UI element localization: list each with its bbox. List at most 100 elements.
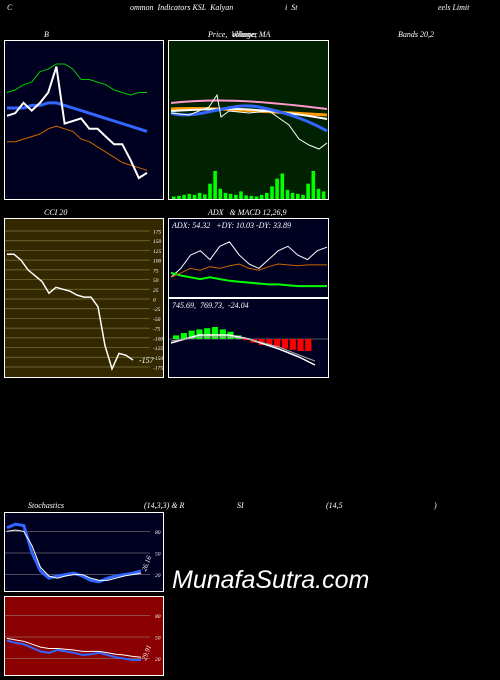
tick-label: 50	[155, 552, 161, 558]
stoch-last-label: 26.16	[140, 554, 153, 572]
bollinger-label: B	[44, 30, 49, 39]
tick-label: 50	[155, 636, 161, 642]
volume-bar	[234, 194, 238, 199]
macd-bar	[173, 335, 180, 339]
volume-bar	[228, 193, 233, 199]
volume-bar	[311, 171, 316, 199]
cci-tick-label: 100	[153, 259, 162, 265]
watermark: MunafaSutra.com	[172, 566, 370, 594]
macd-readout: 745.69, 769.73, -24.04	[172, 301, 249, 310]
title-part-1: C	[7, 3, 13, 12]
macd-bar	[297, 339, 304, 351]
cci-tick-label: 175	[153, 230, 162, 236]
stochastics-panel: 80 50 20 26.16	[4, 512, 164, 592]
cci-last-label: -157	[139, 356, 155, 365]
volume-bar	[259, 194, 264, 199]
macd-bar	[274, 339, 281, 348]
cci-tick-label: 75	[153, 268, 159, 274]
bollinger-panel	[4, 40, 164, 200]
title-part-2: ommon Indicators KSL Kalyan	[130, 3, 234, 12]
volume-bar	[296, 193, 300, 199]
cci-tick-label: 150	[153, 239, 162, 245]
macd-bar	[180, 333, 187, 339]
volume-bar	[301, 194, 305, 199]
lower-band-line	[7, 125, 148, 171]
macd-bar	[196, 329, 203, 339]
macd-bar	[243, 339, 250, 341]
macd-bar	[281, 339, 289, 349]
cci-grid: 175 150 125 100 75 50 25 0 -25 -50 -75 -100 -125 -150…	[5, 230, 163, 372]
rsi-paren-label: )	[434, 501, 437, 510]
rsi-panel: 80 50 20 29.91	[4, 596, 164, 676]
macd-bar	[266, 339, 273, 347]
price-volume-panel	[168, 40, 329, 200]
upper-band-line	[6, 63, 147, 96]
stoch-k-line	[6, 522, 142, 584]
volume-bar	[270, 186, 274, 199]
title-part-4: eels Limit	[438, 3, 470, 12]
volume-bar	[254, 196, 259, 199]
volume-bar	[192, 194, 197, 199]
minus-dy-line	[170, 263, 327, 278]
tick-label: 80	[155, 530, 161, 536]
price-ma-label: Price, Volume, MA	[208, 30, 271, 39]
adx-line	[170, 241, 328, 278]
volume-bar	[177, 195, 181, 199]
volume-bar	[182, 194, 186, 199]
volume-bar	[197, 192, 202, 199]
middle-band-line	[7, 101, 148, 133]
volume-bar	[187, 193, 192, 199]
cci-line	[7, 253, 134, 372]
tick-label: 80	[155, 614, 161, 620]
ma-white-line	[170, 107, 328, 120]
volume-bar	[306, 183, 310, 199]
volume-bar	[321, 191, 326, 199]
cci-chart: 175 150 125 100 75 50 25 0 -25 -50 -75 -100 -125 -150…	[5, 230, 163, 372]
bands-label: Bands 20,2	[398, 30, 434, 39]
cci-tick-label: -75	[153, 327, 161, 333]
rsi-line	[6, 639, 141, 661]
cci-tick-label: -50	[153, 317, 161, 323]
volume-bar	[316, 188, 321, 199]
volume-bar	[249, 195, 254, 199]
volume-bar	[203, 194, 207, 199]
plus-dy-line	[170, 271, 327, 288]
cci-tick-label: -125	[153, 346, 163, 352]
macd-bar	[204, 328, 211, 339]
stoch-label: Stochastics	[28, 501, 64, 510]
price-volume-chart	[170, 93, 328, 199]
adx-readout: ADX: 54.32 +DY: 10.03 -DY: 33.89	[172, 221, 292, 230]
cci-tick-label: 125	[153, 249, 162, 255]
macd-bar	[211, 327, 219, 339]
macd-bar	[305, 339, 312, 351]
price-overlay-label: ollinger	[232, 30, 258, 39]
volume-bar	[290, 192, 295, 199]
ma-pink-line	[170, 99, 328, 110]
adx-macd-label: ADX & MACD 12,26,9	[208, 208, 287, 217]
volume-bar	[265, 192, 269, 199]
signal-line	[170, 336, 316, 362]
cci-tick-label: -175	[153, 366, 163, 372]
rsi-chart: 80 50 20 29.91	[5, 614, 161, 663]
cci-tick-label: -100	[153, 336, 163, 342]
volume-bars	[172, 171, 326, 199]
volume-bar	[275, 178, 279, 199]
volume-bar	[239, 191, 243, 199]
cci-label: CCI 20	[44, 208, 68, 217]
title-part-3: i St	[285, 3, 298, 12]
volume-bar	[280, 173, 285, 199]
volume-bar	[172, 196, 176, 199]
volume-bar	[218, 188, 223, 199]
cci-tick-label: -150	[153, 356, 163, 362]
stoch-params-label: (14,3,3) & R	[144, 501, 185, 510]
cci-tick-label: 0	[153, 298, 156, 304]
cci-tick-label: 50	[153, 278, 159, 284]
adx-chart	[170, 241, 328, 288]
cci-tick-label: 25	[153, 288, 159, 294]
rsi-params-label: (14,5	[326, 501, 343, 510]
tick-label: 20	[155, 657, 161, 663]
price-line-2	[170, 93, 328, 150]
volume-bar	[223, 192, 228, 199]
macd-chart	[169, 327, 328, 366]
volume-bar	[213, 171, 217, 199]
